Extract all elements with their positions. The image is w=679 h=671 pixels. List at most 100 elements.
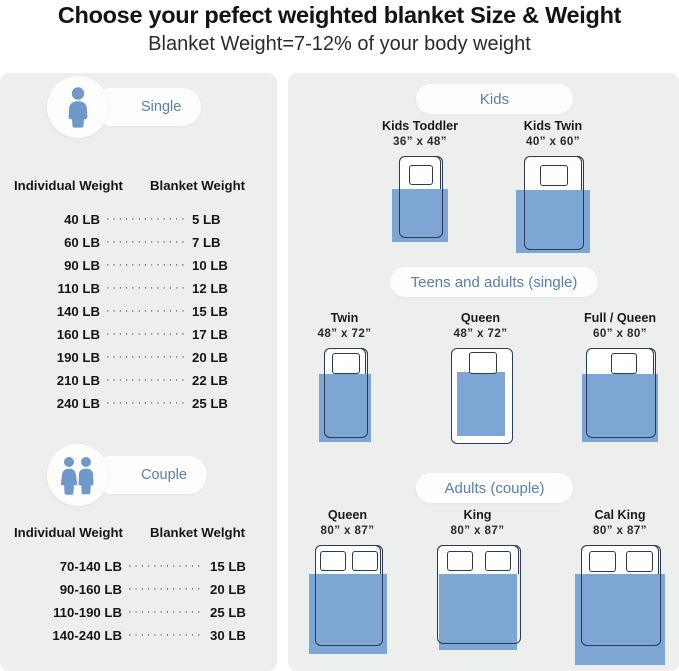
cell-individual-weight: 90 LB xyxy=(64,258,100,273)
pillow-icon xyxy=(611,353,637,374)
couple-badge-pill: Couple xyxy=(91,456,207,494)
bed-name: Kids Twin xyxy=(523,119,583,133)
cell-individual-weight: 190 LB xyxy=(56,350,100,365)
couple-badge-label: Couple xyxy=(141,467,187,483)
cell-blanket-weight: 30 LB xyxy=(210,628,246,643)
table-row: 160 LB ·················· 17 LB xyxy=(14,327,259,350)
bed-card-full-queen: Full / Queen 60” x 80” xyxy=(565,310,675,442)
blanket-shape xyxy=(582,374,658,442)
bed-illustration-kids-twin xyxy=(516,156,590,253)
dot-leader: ·················· xyxy=(128,606,204,618)
bed-dimensions: 80” x 87” xyxy=(593,524,647,537)
bed-dimensions: 80” x 87” xyxy=(450,524,505,537)
single-badge-label: Single xyxy=(141,99,182,115)
weight-chart-panel xyxy=(0,73,277,671)
cell-individual-weight: 140 LB xyxy=(56,304,100,319)
dot-leader: ·················· xyxy=(106,328,186,340)
bed-card-king: King 80” x 87” xyxy=(425,507,530,650)
pillow-icon xyxy=(409,165,433,185)
dot-leader: ·················· xyxy=(106,213,186,225)
dot-leader: ·················· xyxy=(106,282,186,294)
table-row: 70-140 LB ·················· 15 LB xyxy=(14,559,259,582)
cell-individual-weight: 70-140 LB xyxy=(59,559,122,574)
section-header-teens-adults-label: Teens and adults (single) xyxy=(410,273,578,291)
section-header-adults-couple: Adults (couple) xyxy=(416,473,573,503)
table-row: 60 LB ·················· 7 LB xyxy=(14,235,259,258)
pillow-icon xyxy=(446,551,473,571)
bed-name: Queen xyxy=(327,508,368,522)
blanket-shape xyxy=(456,372,505,436)
pillow-icon xyxy=(468,352,497,374)
cell-blanket-weight: 20 LB xyxy=(210,582,246,597)
table-row: 90-160 LB ·················· 20 LB xyxy=(14,582,259,605)
pillow-icon xyxy=(484,551,511,571)
dot-leader: ·················· xyxy=(106,397,186,409)
blanket-shape xyxy=(516,190,590,253)
bed-name: Kids Toddler xyxy=(381,119,459,133)
table-row: 190 LB ·················· 20 LB xyxy=(14,350,259,373)
bed-illustration-cal-king xyxy=(575,545,665,665)
cell-blanket-weight: 15 LB xyxy=(192,304,228,319)
bed-dimensions: 40” x 60” xyxy=(526,135,580,148)
bed-illustration-full-queen xyxy=(582,348,658,442)
pillow-icon xyxy=(540,165,568,186)
pillow-icon xyxy=(331,353,360,374)
cell-individual-weight: 240 LB xyxy=(56,396,100,411)
bed-dimensions: 48” x 72” xyxy=(453,327,508,340)
dot-leader: ·················· xyxy=(106,374,186,386)
bed-name: Twin xyxy=(330,311,359,325)
column-header-blanket-weight: Blanket Welght xyxy=(150,525,246,540)
cell-blanket-weight: 22 LB xyxy=(192,373,228,388)
blanket-shape xyxy=(318,374,371,442)
dot-leader: ·················· xyxy=(106,259,186,271)
dot-leader: ·················· xyxy=(128,629,204,641)
single-badge-pill: Single xyxy=(91,88,202,126)
cell-individual-weight: 110 LB xyxy=(57,281,100,296)
pillow-icon xyxy=(351,551,378,571)
bed-illustration-twin xyxy=(318,348,371,442)
bed-name: King xyxy=(463,508,492,522)
column-header-individual-weight: Individual Weight xyxy=(14,178,123,193)
table-row: 110 LB ·················· 12 LB xyxy=(14,281,259,304)
section-header-adults-couple-label: Adults (couple) xyxy=(444,479,545,497)
cell-blanket-weight: 10 LB xyxy=(192,258,228,273)
table-row: 240 LB ·················· 25 LB xyxy=(14,396,259,419)
table-row: 140 LB ·················· 15 LB xyxy=(14,304,259,327)
bed-illustration-king xyxy=(436,545,521,650)
couple-weight-table: Individual Weight Blanket Welght 70-140 … xyxy=(14,525,259,651)
bed-name: Full / Queen xyxy=(583,311,657,325)
table-header-row: Individual Weight Blanket Welght xyxy=(14,525,259,546)
bed-card-cal-king: Cal King 80” x 87” xyxy=(565,507,675,665)
cell-individual-weight: 140-240 LB xyxy=(52,628,122,643)
cell-blanket-weight: 25 LB xyxy=(192,396,228,411)
cell-individual-weight: 110-190 LB xyxy=(53,605,122,620)
bed-dimensions: 48” x 72” xyxy=(317,327,372,340)
column-header-individual-weight: Individual Weight xyxy=(14,525,123,540)
page-subtitle: Blanket Weight=7-12% of your body weight xyxy=(148,33,531,55)
blanket-shape xyxy=(308,574,387,654)
bed-illustration-kids-toddler xyxy=(392,156,448,242)
bed-card-queen-single: Queen 48” x 72” xyxy=(428,310,533,444)
couple-people-icon xyxy=(47,444,109,506)
cell-blanket-weight: 5 LB xyxy=(192,212,221,227)
cell-blanket-weight: 7 LB xyxy=(192,235,221,250)
table-header-row: Individual Weight Blanket Weight xyxy=(14,178,259,199)
table-row: 110-190 LB ·················· 25 LB xyxy=(14,605,259,628)
section-header-kids: Kids xyxy=(416,84,573,114)
cell-individual-weight: 60 LB xyxy=(64,235,100,250)
cell-blanket-weight: 20 LB xyxy=(192,350,228,365)
blanket-shape xyxy=(575,574,665,665)
section-header-teens-adults: Teens and adults (single) xyxy=(390,267,598,297)
bed-illustration-queen-single xyxy=(450,348,513,444)
bed-dimensions: 36” x 48” xyxy=(393,135,447,148)
bed-card-twin: Twin 48” x 72” xyxy=(292,310,397,442)
bed-dimensions: 60” x 80” xyxy=(593,327,647,340)
bed-card-kids-toddler: Kids Toddler 36” x 48” xyxy=(365,118,475,242)
cell-blanket-weight: 15 LB xyxy=(210,559,246,574)
cell-blanket-weight: 25 LB xyxy=(210,605,246,620)
bed-dimensions: 80” x 87” xyxy=(320,524,375,537)
cell-blanket-weight: 17 LB xyxy=(192,327,228,342)
blanket-shape xyxy=(438,574,517,650)
bed-card-queen-couple: Queen 80” x 87” xyxy=(295,507,400,654)
bed-name: Queen xyxy=(460,311,501,325)
